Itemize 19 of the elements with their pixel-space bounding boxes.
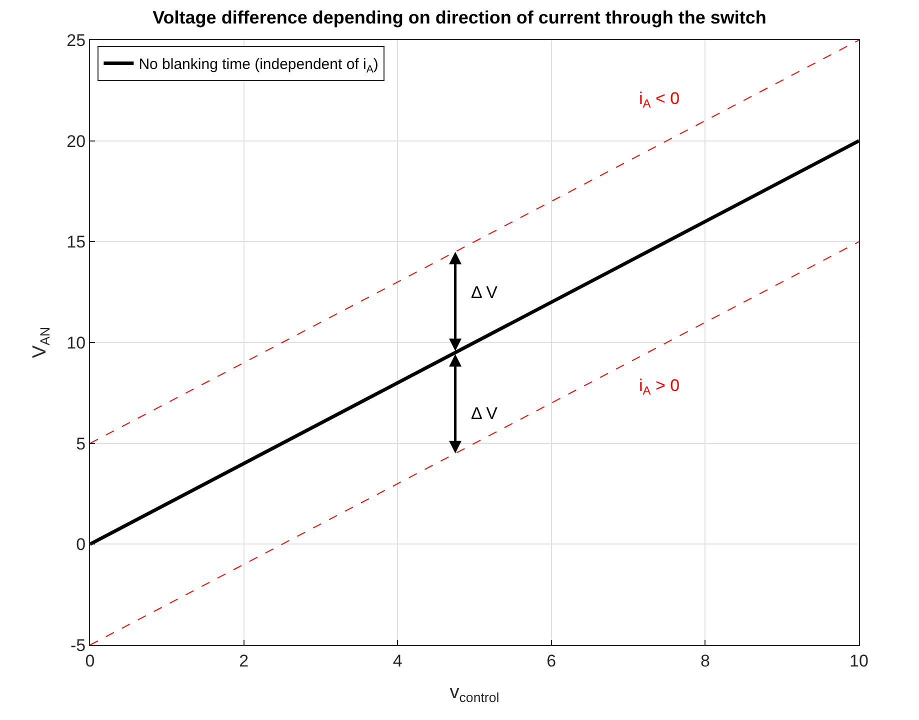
x-tick-label: 8 bbox=[700, 651, 710, 670]
chart-title: Voltage difference depending on direction of current through the switch bbox=[152, 7, 766, 28]
x-tick-label: 4 bbox=[392, 651, 402, 670]
y-tick-label: 5 bbox=[76, 434, 86, 454]
x-tick-label: 10 bbox=[850, 651, 868, 670]
x-tick-label: 6 bbox=[546, 651, 556, 670]
series-label: i$_{A}$ < 0 bbox=[639, 89, 680, 111]
x-tick-label: 2 bbox=[239, 651, 249, 670]
y-tick-label: 10 bbox=[66, 333, 86, 352]
y-tick-label: -5 bbox=[70, 636, 86, 655]
x-axis-title: v$_{control}$ bbox=[450, 682, 500, 706]
y-tick-label: 25 bbox=[66, 30, 86, 50]
y-tick-label: 20 bbox=[66, 132, 86, 151]
y-tick-label: 0 bbox=[76, 535, 86, 554]
annotation: Δ V bbox=[471, 283, 498, 302]
legend-label: No blanking time (independent of i$_{A}$) bbox=[138, 56, 378, 76]
annotation: Δ V bbox=[471, 404, 498, 423]
y-tick-label: 15 bbox=[66, 232, 86, 252]
series-label: i$_{A}$ > 0 bbox=[639, 376, 680, 398]
